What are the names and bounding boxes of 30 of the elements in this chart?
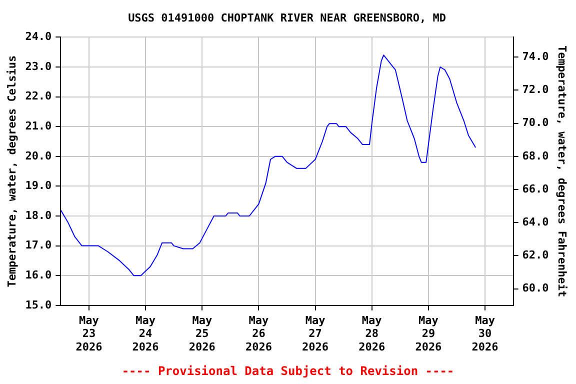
x-tick-label: May 26 2026 (245, 314, 272, 354)
x-tick-label: May 25 2026 (188, 314, 216, 354)
y-tick-label: 19.0 (25, 179, 52, 192)
text: ---- Provisional Data Subject to Revision ---- (120, 363, 456, 380)
y2-tick-label: 60.0 (522, 282, 549, 295)
y-axis-title: Temperature, water, degrees Celsius (5, 55, 18, 288)
y-tick-label: 15.0 (25, 298, 52, 312)
y-tick-label: 24.0 (25, 30, 52, 44)
y-tick-label: 21.0 (25, 119, 52, 132)
y2-tick-label: 68.0 (522, 149, 549, 162)
x-tick-label: May 27 2026 (302, 314, 329, 354)
y2-axis-title: Temperature, water, degrees Fahrenheit (556, 45, 569, 298)
y-tick-label: 23.0 (25, 60, 52, 73)
x-tick-label: May 23 2026 (76, 314, 103, 354)
y-tick-label: 17.0 (25, 238, 52, 252)
x-tick-label: May 28 2026 (358, 314, 386, 354)
y2-tick-label: 62.0 (522, 248, 549, 262)
y2-tick-label: 66.0 (522, 182, 549, 196)
x-tick-label: May 24 2026 (132, 314, 160, 354)
y2-tick-label: 64.0 (522, 215, 549, 228)
y2-tick-label: 70.0 (522, 116, 549, 130)
x-tick-label: May 30 2026 (472, 314, 499, 354)
chart-title: USGS 01491000 CHOPTANK RIVER NEAR GREENSBORO, MD (128, 11, 446, 24)
y-tick-label: 20.0 (25, 149, 52, 162)
y2-tick-label: 74.0 (522, 50, 549, 63)
y-tick-label: 22.0 (25, 90, 52, 103)
y-tick-label: 18.0 (25, 208, 52, 222)
y-tick-label: 16.0 (25, 268, 52, 282)
x-tick-label: May 29 2026 (415, 314, 442, 354)
y2-tick-label: 72.0 (522, 83, 549, 96)
